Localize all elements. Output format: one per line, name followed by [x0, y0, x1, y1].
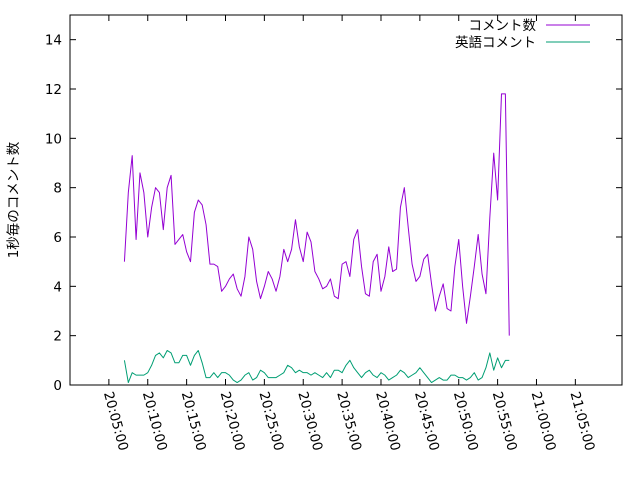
y-tick-label: 4 — [53, 279, 62, 295]
y-tick-label: 14 — [45, 33, 62, 49]
axis-layer: 0 2 4 6 8 10 12 14 20:05:00 20:10:00 20:15:00 20:20… — [45, 15, 622, 453]
y-tick-label: 2 — [53, 329, 62, 345]
y-tick-label: 8 — [53, 181, 62, 197]
series-line-0 — [123, 93, 510, 336]
x-tick-label: 21:00:00 — [528, 390, 559, 453]
x-tick-label: 20:45:00 — [411, 390, 442, 453]
series-line-1 — [123, 349, 510, 384]
x-tick-label: 20:20:00 — [217, 390, 248, 453]
y-axis-label: 1秒毎のコメント数 — [6, 141, 22, 258]
x-tick-label: 20:55:00 — [489, 390, 520, 453]
x-tick-label: 20:25:00 — [256, 390, 287, 453]
y-tick-label: 6 — [53, 230, 62, 246]
legend-label: 英語コメント — [455, 34, 536, 51]
y-tick-label: 12 — [45, 82, 62, 98]
x-tick-label: 20:30:00 — [294, 390, 325, 453]
x-tick-label: 20:05:00 — [100, 390, 131, 453]
x-tick-label: 20:50:00 — [450, 390, 481, 453]
legend-label: コメント数 — [469, 18, 537, 34]
x-tick-label: 20:35:00 — [333, 390, 364, 453]
plot-frame — [69, 14, 623, 386]
series-layer — [123, 93, 510, 384]
x-tick-label: 21:05:00 — [566, 390, 597, 453]
x-tick-label: 20:15:00 — [178, 390, 209, 453]
x-tick-label: 20:40:00 — [372, 390, 403, 453]
y-tick-label: 10 — [45, 131, 62, 147]
x-tick-label: 20:10:00 — [139, 390, 170, 453]
y-tick-label: 0 — [53, 378, 62, 394]
